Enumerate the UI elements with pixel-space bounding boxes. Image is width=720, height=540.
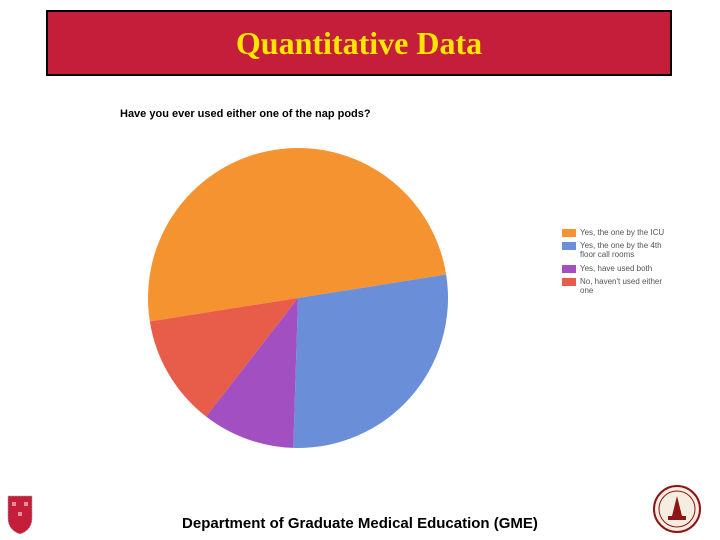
legend-swatch xyxy=(562,265,576,273)
legend-label: Yes, the one by the 4th floor call rooms xyxy=(580,241,670,259)
legend-label: No, haven't used either one xyxy=(580,277,670,295)
legend-item-2: Yes, have used both xyxy=(562,264,670,273)
title-bar: Quantitative Data xyxy=(46,10,672,76)
slide: Quantitative Data Have you ever used eit… xyxy=(0,0,720,540)
pie-slice-1 xyxy=(293,275,448,448)
legend-label: Yes, the one by the ICU xyxy=(580,228,664,237)
seal-logo-icon xyxy=(652,484,702,534)
pie-svg xyxy=(148,148,448,448)
legend-item-1: Yes, the one by the 4th floor call rooms xyxy=(562,241,670,259)
legend-label: Yes, have used both xyxy=(580,264,652,273)
legend: Yes, the one by the ICU Yes, the one by t… xyxy=(562,228,670,299)
slide-title: Quantitative Data xyxy=(236,25,482,62)
chart-question: Have you ever used either one of the nap… xyxy=(120,108,371,120)
legend-swatch xyxy=(562,229,576,237)
shield-logo-icon xyxy=(6,494,34,534)
pie-chart xyxy=(148,148,448,448)
legend-item-0: Yes, the one by the ICU xyxy=(562,228,670,237)
legend-item-3: No, haven't used either one xyxy=(562,277,670,295)
legend-swatch xyxy=(562,242,576,250)
legend-swatch xyxy=(562,278,576,286)
footer-text: Department of Graduate Medical Education… xyxy=(0,515,720,532)
